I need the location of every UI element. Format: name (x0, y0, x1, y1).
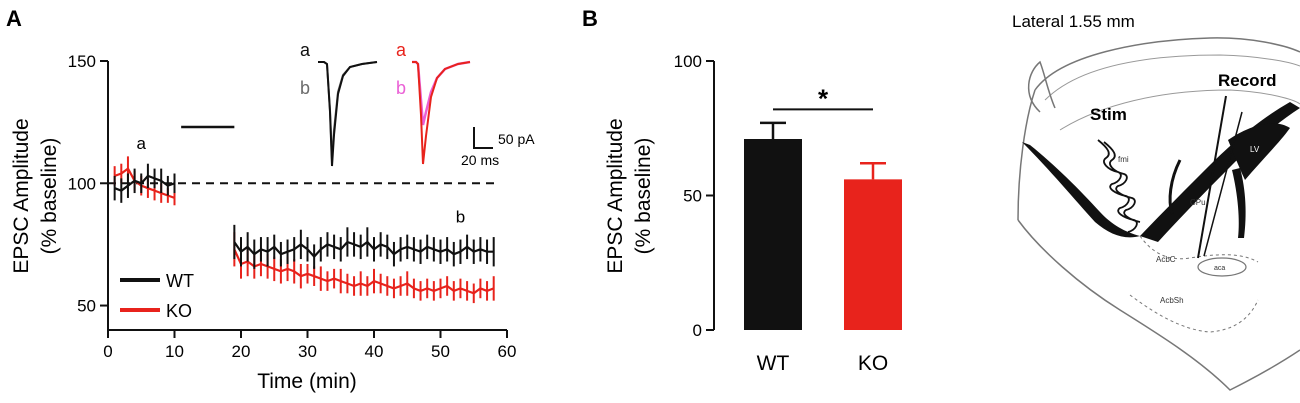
lateral-ventricle (1228, 123, 1290, 180)
legend-wt-label: WT (166, 271, 194, 291)
acb-dashed-boundary (1139, 235, 1259, 263)
b-y-axis-label: EPSC Amplitude (604, 118, 627, 273)
a-x-tick-label: 40 (365, 342, 384, 361)
fmi-white-matter (1022, 142, 1140, 238)
a-y-axis-label-unit: (% baseline) (38, 138, 61, 255)
x-category-wt: WT (757, 352, 790, 375)
brain-slice-diagram: Lateral 1.55 mm fmi LV CPu AcbC aca AcbS… (1012, 12, 1300, 391)
record-label: Record (1218, 71, 1277, 90)
region-lv: LV (1250, 145, 1260, 154)
region-acbsh: AcbSh (1160, 296, 1184, 305)
series-line-ko (114, 166, 175, 199)
acbsh-dashed-boundary (1129, 294, 1259, 333)
series-line-ko (233, 248, 495, 295)
scale-y-label: 50 pA (498, 131, 535, 147)
significance-star: * (818, 83, 829, 113)
series-wt (113, 163, 495, 269)
slice-title: Lateral 1.55 mm (1012, 12, 1135, 31)
bar-ko (844, 179, 902, 330)
b-y-axis-label-unit: (% baseline) (632, 138, 655, 255)
inset-ko-a-label: a (396, 40, 407, 60)
panel-b-label: B (582, 6, 598, 31)
slice-ventral-edge (1017, 219, 1300, 391)
cortex-line-inner (1059, 89, 1300, 131)
series-line-wt (233, 240, 494, 259)
a-x-tick-label: 20 (232, 342, 251, 361)
stim-label: Stim (1090, 105, 1127, 124)
annotation-b: b (456, 207, 465, 226)
region-fmi: fmi (1118, 155, 1129, 164)
lv-lower (1168, 159, 1182, 215)
a-y-tick-label: 100 (68, 174, 96, 193)
record-electrode-shank (1203, 111, 1243, 257)
series-line-wt (114, 174, 175, 192)
record-electrode-icon (1197, 95, 1227, 259)
inset-wt-b-label: b (300, 78, 310, 98)
olfactory-bulb (1027, 60, 1056, 113)
time-course-chart: 50 100 150 0 10 20 30 40 50 60 a b Time (min) EP… (10, 52, 516, 393)
a-y-tick-label: 50 (77, 297, 96, 316)
region-aca: aca (1214, 265, 1225, 272)
legend: WT KO (120, 271, 194, 321)
lv-tail (1232, 168, 1246, 238)
scale-x-label: 20 ms (461, 152, 499, 168)
slice-outline (1034, 37, 1300, 91)
b-y-tick-label: 50 (683, 187, 702, 206)
inset-ko-b-label: b (396, 78, 406, 98)
ko-trace-a (412, 61, 471, 165)
wt-trace-a (318, 61, 378, 167)
a-x-tick-label: 60 (498, 342, 517, 361)
region-cpu: CPu (1190, 198, 1206, 207)
a-x-tick-label: 0 (103, 342, 112, 361)
panel-a-label: A (6, 6, 22, 31)
legend-ko-label: KO (166, 301, 192, 321)
corpus-callosum (1140, 102, 1300, 242)
x-category-ko: KO (858, 352, 888, 375)
inset-traces: a b a b 50 pA 20 ms (300, 40, 535, 168)
a-x-tick-label: 50 (431, 342, 450, 361)
b-y-tick-label: 100 (674, 52, 702, 71)
scale-bar (473, 127, 493, 149)
b-y-tick-label: 0 (693, 321, 702, 340)
aca-outline (1197, 257, 1247, 277)
cortex-line-outer (1044, 54, 1300, 101)
inset-wt-a-label: a (300, 40, 311, 60)
a-x-tick-label: 10 (165, 342, 184, 361)
bar-wt (744, 139, 802, 330)
a-y-axis-label: EPSC Amplitude (10, 118, 33, 273)
bar-chart: 0 50 100 * WT KO EPSC Amplitude (% baseline… (604, 52, 902, 375)
a-y-tick-label: 150 (68, 52, 96, 71)
annotation-a: a (137, 134, 147, 153)
slice-anterior-edge (1017, 89, 1036, 221)
a-x-tick-label: 30 (298, 342, 317, 361)
region-acbc: AcbC (1156, 255, 1176, 264)
a-x-axis-label: Time (min) (257, 370, 357, 393)
stim-electrode-icon (1097, 139, 1141, 233)
